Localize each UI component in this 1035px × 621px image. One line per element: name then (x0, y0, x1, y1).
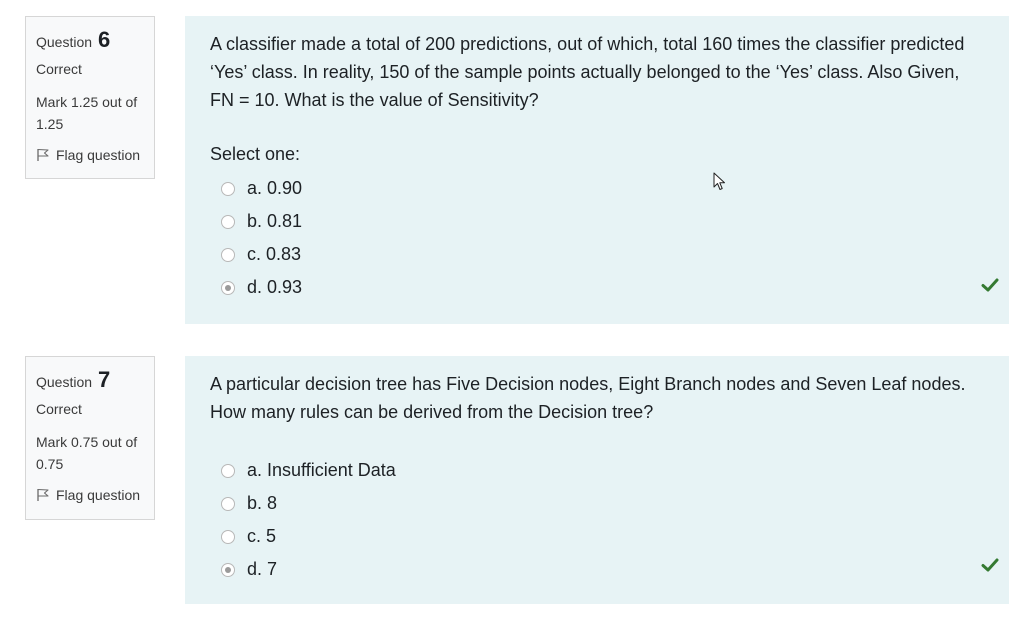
question-text: A classifier made a total of 200 predict… (210, 34, 965, 110)
flag-icon (37, 488, 49, 501)
check-icon (981, 558, 999, 572)
answer-option-b[interactable]: b. 0.81 (210, 205, 984, 238)
answer-option-c[interactable]: c. 0.83 (210, 238, 984, 271)
answer-list: a. Insufficient Data b. 8 c. 5 d. 7 (210, 454, 984, 586)
question-info-panel: Question 6 Correct Mark 1.25 out of 1.25… (25, 16, 155, 179)
radio-button[interactable] (221, 463, 235, 478)
answer-label: a. 0.90 (247, 178, 303, 198)
question-number-line: Question 7 (36, 365, 144, 395)
question-info-panel: Question 7 Correct Mark 0.75 out of 0.75… (25, 356, 155, 520)
question-label: Question (36, 374, 93, 390)
select-one-prompt: Select one: (210, 144, 301, 164)
question-number-line: Question 6 (36, 25, 144, 55)
flag-question-button[interactable]: Flag question (36, 485, 144, 505)
radio-button[interactable] (221, 247, 235, 262)
question-content: A classifier made a total of 200 predict… (185, 16, 1009, 324)
radio-button-selected[interactable] (221, 562, 235, 577)
answer-option-b[interactable]: b. 8 (210, 487, 984, 520)
question-label: Question (36, 34, 93, 50)
check-icon (981, 278, 999, 292)
answer-option-d[interactable]: d. 7 (210, 553, 984, 586)
answer-option-d[interactable]: d. 0.93 (210, 271, 984, 304)
question-grade: Mark 1.25 out of 1.25 (36, 94, 138, 132)
radio-button-selected[interactable] (221, 280, 235, 295)
question-grade: Mark 0.75 out of 0.75 (36, 434, 138, 472)
question-state: Correct (36, 61, 82, 77)
question-text: A particular decision tree has Five Deci… (210, 374, 966, 422)
flag-icon (37, 148, 49, 161)
flag-question-label: Flag question (56, 147, 141, 163)
answer-label: a. Insufficient Data (247, 460, 396, 480)
question-number: 6 (97, 27, 111, 52)
answer-label: c. 0.83 (247, 244, 302, 264)
answer-list: a. 0.90 b. 0.81 c. 0.83 d. 0.93 (210, 172, 984, 304)
answer-label: d. 7 (247, 559, 278, 579)
answer-option-c[interactable]: c. 5 (210, 520, 984, 553)
radio-button[interactable] (221, 181, 235, 196)
answer-label: c. 5 (247, 526, 277, 546)
question-content: A particular decision tree has Five Deci… (185, 356, 1009, 604)
answer-label: b. 0.81 (247, 211, 303, 231)
answer-option-a[interactable]: a. 0.90 (210, 172, 984, 205)
radio-button[interactable] (221, 496, 235, 511)
flag-question-button[interactable]: Flag question (36, 145, 144, 165)
answer-label: d. 0.93 (247, 277, 303, 297)
flag-question-label: Flag question (56, 487, 141, 503)
radio-button[interactable] (221, 529, 235, 544)
mouse-cursor-icon (713, 172, 725, 190)
question-state: Correct (36, 401, 82, 417)
answer-label: b. 8 (247, 493, 278, 513)
question-number: 7 (97, 367, 111, 392)
answer-option-a[interactable]: a. Insufficient Data (210, 454, 984, 487)
radio-button[interactable] (221, 214, 235, 229)
